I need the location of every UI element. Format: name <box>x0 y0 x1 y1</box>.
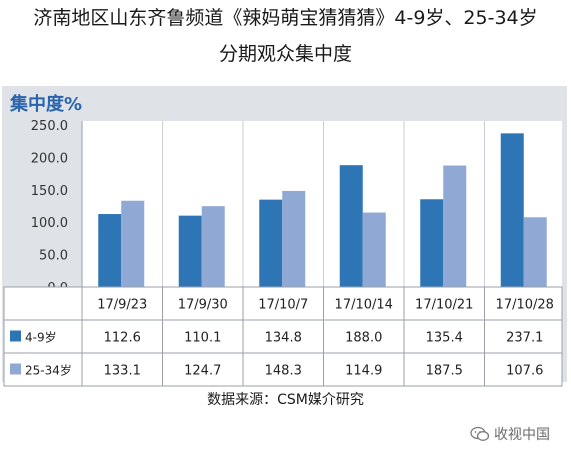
watermark-text: 收视中国 <box>494 427 550 443</box>
bar-series2 <box>201 206 225 287</box>
y-tick-label: 150.0 <box>31 184 68 199</box>
data-label: 237.1 <box>506 331 543 346</box>
x-tick-label: 17/10/28 <box>496 298 554 313</box>
legend-swatch <box>10 363 21 375</box>
bar-series2 <box>443 165 467 287</box>
y-unit-label: 集中度% <box>10 94 83 115</box>
bar-series1 <box>420 199 444 287</box>
bar-series1 <box>98 214 122 287</box>
data-label: 187.5 <box>426 364 463 379</box>
bar-series1 <box>259 199 283 287</box>
data-label: 148.3 <box>265 364 302 379</box>
data-label: 135.4 <box>426 331 463 346</box>
data-label: 133.1 <box>104 364 141 379</box>
data-table-frame <box>3 286 563 387</box>
x-tick-label: 17/9/30 <box>178 298 228 313</box>
bar-series1 <box>500 133 524 287</box>
bar-series2 <box>121 200 145 287</box>
x-tick-label: 17/10/14 <box>335 298 393 313</box>
data-label: 107.6 <box>506 364 543 379</box>
y-tick-label: 50.0 <box>39 249 68 264</box>
data-label: 112.6 <box>104 331 141 346</box>
data-label: 114.9 <box>345 364 382 379</box>
watermark: 收视中国 <box>470 424 550 444</box>
y-tick-label: 100.0 <box>31 216 68 231</box>
legend-label: 4-9岁 <box>25 330 57 345</box>
x-tick-label: 17/9/23 <box>97 298 147 313</box>
legend-label: 25-34岁 <box>25 363 72 378</box>
data-label: 188.0 <box>345 331 382 346</box>
chart-title-line2: 分期观众集中度 <box>218 43 352 65</box>
x-tick-label: 17/10/21 <box>415 298 473 313</box>
bar-series2 <box>523 217 547 287</box>
source-note: 数据来源：CSM媒介研究 <box>207 392 364 408</box>
bar-series1 <box>178 215 202 287</box>
data-label: 124.7 <box>184 364 221 379</box>
y-tick-label: 200.0 <box>31 151 68 166</box>
data-label: 134.8 <box>265 331 302 346</box>
wechat-icon <box>470 426 490 442</box>
y-tick-label: 250.0 <box>31 119 68 134</box>
bar-series1 <box>339 165 363 287</box>
x-tick-label: 17/10/7 <box>258 298 308 313</box>
legend-swatch <box>10 330 21 342</box>
plot-area <box>82 121 562 287</box>
bar-series2 <box>362 212 386 287</box>
bar-series2 <box>282 190 306 287</box>
data-label: 110.1 <box>184 331 221 346</box>
chart-title-line1: 济南地区山东齐鲁频道《辣妈萌宝猜猜猜》4-9岁、25-34岁 <box>33 7 538 29</box>
